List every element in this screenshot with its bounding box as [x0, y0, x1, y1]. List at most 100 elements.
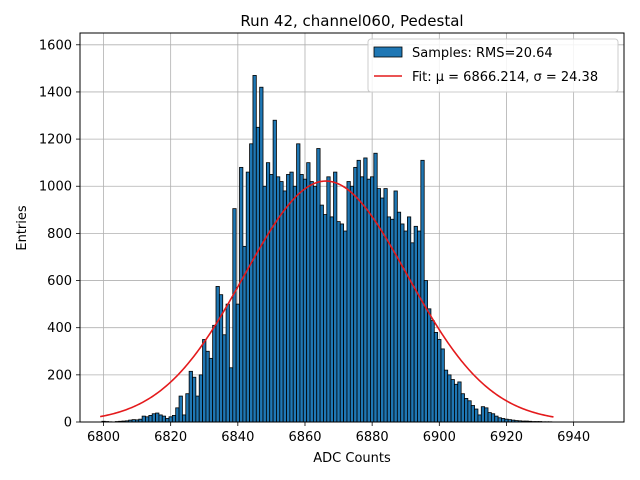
histogram-bar [454, 383, 459, 423]
x-tick-label: 6900 [423, 430, 456, 445]
histogram-bar [202, 339, 207, 423]
histogram-bar [366, 178, 371, 423]
histogram-bar [279, 181, 284, 423]
histogram-bar [403, 230, 408, 423]
legend-bar-swatch [373, 46, 403, 58]
x-axis-label: ADC Counts [313, 451, 391, 466]
histogram-bar [269, 174, 274, 423]
histogram-bar [235, 303, 240, 423]
histogram-bar [296, 143, 301, 423]
histogram-bar [262, 185, 267, 423]
histogram-bar [148, 414, 153, 423]
legend-samples-label: Samples: RMS=20.64 [412, 46, 553, 61]
histogram-bar [329, 216, 334, 423]
histogram-bar [457, 381, 462, 423]
histogram-bar [480, 406, 486, 423]
histogram-bar [229, 367, 234, 423]
y-tick-label: 400 [47, 321, 72, 336]
y-tick-label: 1200 [39, 133, 72, 148]
histogram-bar [467, 400, 472, 423]
histogram-bar [168, 416, 173, 423]
histogram-bar [185, 393, 190, 423]
chart-title: Run 42, channel060, Pedestal [240, 12, 463, 30]
histogram-bar [487, 412, 492, 423]
histogram-bar [474, 408, 479, 423]
histogram-bar [333, 171, 338, 423]
histogram-bar [470, 405, 475, 423]
histogram-bar [400, 223, 405, 423]
histogram-bar [383, 188, 388, 423]
histogram-bar [339, 223, 345, 423]
y-tick-label: 800 [47, 227, 72, 242]
histogram-bar [427, 308, 432, 423]
histogram-bar [407, 216, 412, 423]
histogram-bar [450, 379, 455, 423]
histogram-bar [433, 332, 439, 423]
histogram-bar [171, 414, 177, 423]
histogram-bar [437, 339, 442, 423]
histogram-bar [208, 357, 214, 423]
histogram-bar [464, 398, 469, 423]
y-tick-label: 200 [47, 368, 72, 383]
legend-fit-label: Fit: μ = 6866.214, σ = 24.38 [412, 70, 598, 85]
histogram-bar [245, 171, 250, 423]
histogram-bar [212, 324, 217, 423]
x-tick-label: 6820 [154, 430, 187, 445]
x-tick-label: 6860 [288, 430, 321, 445]
histogram-bar [484, 407, 489, 423]
histogram-bar [141, 415, 146, 423]
histogram-bar [319, 204, 324, 423]
histogram-bar [182, 414, 187, 423]
histogram-bar [413, 225, 418, 423]
histogram-bar [316, 148, 321, 423]
histogram-bar [178, 395, 183, 423]
histogram-bar [386, 216, 392, 423]
histogram-bar [363, 157, 368, 423]
histogram-bar [188, 370, 193, 423]
histogram-bar [423, 280, 428, 423]
histogram-bar [326, 176, 331, 423]
histogram-bar [276, 176, 281, 423]
histogram-bar [410, 242, 415, 423]
histogram-bar [272, 119, 277, 423]
histogram-bar [286, 174, 291, 423]
histogram-bar [353, 166, 358, 423]
histogram-bar [302, 178, 308, 423]
histogram-bar [370, 176, 375, 423]
y-axis-label: Entries [15, 205, 30, 251]
plot-frame [79, 32, 625, 423]
histogram-bar [175, 407, 180, 423]
fit-curve [100, 180, 554, 418]
y-tick-label: 0 [64, 416, 72, 431]
histogram-bar [195, 395, 200, 423]
histogram-bar [497, 417, 502, 423]
histogram-bar [443, 369, 449, 423]
histogram-bar [440, 348, 445, 423]
histogram-bar [249, 143, 254, 423]
histogram-bar [252, 75, 257, 423]
histogram-bar [501, 418, 506, 423]
histogram-bar [494, 415, 499, 423]
y-tick-label: 600 [47, 274, 72, 289]
y-tick-label: 1400 [39, 85, 72, 100]
histogram-bar [349, 185, 355, 423]
histogram-bar [225, 303, 230, 423]
histogram-bar [292, 185, 297, 423]
x-tick-label: 6800 [87, 430, 120, 445]
histogram-bar [309, 181, 314, 423]
histogram-bar [490, 413, 496, 423]
histogram-bar [460, 393, 465, 423]
x-tick-label: 6920 [490, 430, 523, 445]
histogram-bar [393, 190, 398, 423]
histogram-bar [192, 376, 197, 423]
histogram-bar [447, 374, 452, 423]
histogram-bar [161, 415, 167, 423]
histogram-bar [198, 374, 203, 423]
histogram-bar [155, 412, 160, 423]
y-axis: 0 200 400 600 800 1000 1200 1400 1600 [39, 38, 80, 431]
histogram-bar [430, 320, 435, 423]
histogram-bar [306, 162, 311, 423]
legend-box [367, 38, 619, 93]
histogram-bar [222, 334, 227, 423]
